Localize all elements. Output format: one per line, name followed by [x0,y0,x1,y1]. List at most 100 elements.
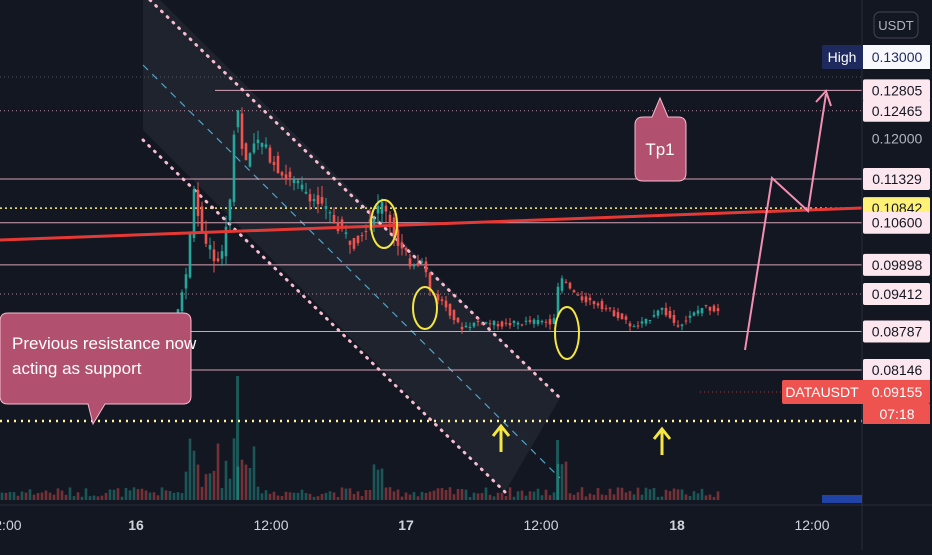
candle-body [412,265,416,267]
volume-bar [204,474,208,500]
volume-bar [452,494,456,500]
candle-body [704,305,708,307]
last-price-tag[interactable]: DATAUSDT 0.09155 07:18 [782,380,930,424]
candle-body [648,319,652,321]
candle-body [316,195,320,205]
currency-label: USDT [878,18,913,33]
candle-body [496,324,500,327]
candle-body [436,294,440,301]
volume-bar [512,496,516,500]
level-tag-7[interactable]: 0.08787 [863,320,930,343]
volume-bar [296,492,300,500]
candle-body [560,278,564,291]
volume-bar [180,493,184,500]
candle-body [324,206,328,209]
candle-body [604,308,608,310]
candle-body [304,191,308,194]
candle-body [284,174,288,180]
candle-body [600,300,604,310]
volume-bar [120,496,124,500]
level-tag-5[interactable]: 0.09898 [863,253,930,276]
volume-bar [80,496,84,500]
candle-body [492,320,496,326]
candle-body [536,320,540,325]
level-tag-0[interactable]: 0.12805 [863,79,930,102]
candle-body [380,201,384,214]
candle-body [296,180,300,184]
volume-bar [488,494,492,500]
volume-bar [472,492,476,500]
candle-body [444,300,448,308]
volume-bar [56,488,60,500]
candle-body [488,323,492,325]
volume-bar [428,491,432,500]
resistance-trendline[interactable] [0,206,863,242]
volume-bar [184,471,188,500]
rejection-circle-2 [412,286,438,330]
candle-body [528,320,532,322]
volume-bar [444,489,448,500]
volume-bar [400,496,404,500]
level-tag-8[interactable]: 0.08146 [863,358,930,381]
volume-bar [20,491,24,500]
candle-body [620,313,624,320]
level-tag-1[interactable]: 0.12465 [863,99,930,122]
last-price-value: 0.09155 [872,384,923,400]
time-tick-0: 12:00 [0,517,22,533]
candle-body [580,296,584,301]
candle-body [360,235,364,237]
level-tag-6[interactable]: 0.09412 [863,282,930,305]
volume-bar [224,460,228,500]
volume-bar [48,492,52,500]
volume-bar [484,487,488,500]
candle-body [256,139,260,144]
volume-bar [212,470,216,500]
volume-bar [108,489,112,500]
volume-bar [540,495,544,500]
countdown-label: 07:18 [879,406,914,422]
candle-body [204,232,208,244]
volume-bar [600,494,604,500]
volume-bar [388,487,392,500]
high-price-tag[interactable]: High 0.13000 [822,45,930,69]
volume-bar [584,496,588,500]
level-tag-2[interactable]: 0.11329 [863,167,930,190]
candle-body [644,318,648,324]
candle-body [368,219,372,223]
volume-bar [268,493,272,500]
currency-badge[interactable]: USDT [873,11,919,39]
volume-bar [76,492,80,500]
candle-body [684,320,688,322]
volume-bar [436,488,440,500]
candle-body [384,205,388,212]
candle-body [416,262,420,266]
candle-body [300,184,304,190]
volume-bar [404,492,408,500]
volume-bar [368,489,372,500]
candle-body [356,235,360,244]
volume-bar [60,490,64,500]
candle-body [520,324,524,326]
candle-body [364,231,368,233]
volume-bar [508,487,512,500]
volume-bar [468,496,472,500]
volume-bar [152,492,156,500]
volume-bar [456,489,460,500]
candle-body [664,307,668,316]
volume-bar [64,494,68,500]
candle-body [480,323,484,325]
candle-body [676,325,680,327]
volume-bar [192,450,196,500]
tp1-tag[interactable]: Tp1 [634,96,687,182]
candle-body [372,219,376,227]
level-tag-4[interactable]: 0.10600 [863,211,930,234]
candle-body [208,245,212,250]
volume-bar [100,495,104,500]
volume-bar [68,487,72,500]
volume-bar [632,494,636,500]
support-callout[interactable]: Previous resistance now acting as suppor… [0,312,197,426]
volume-bar [40,492,44,500]
candle-body [516,322,520,325]
volume-bar [532,491,536,500]
